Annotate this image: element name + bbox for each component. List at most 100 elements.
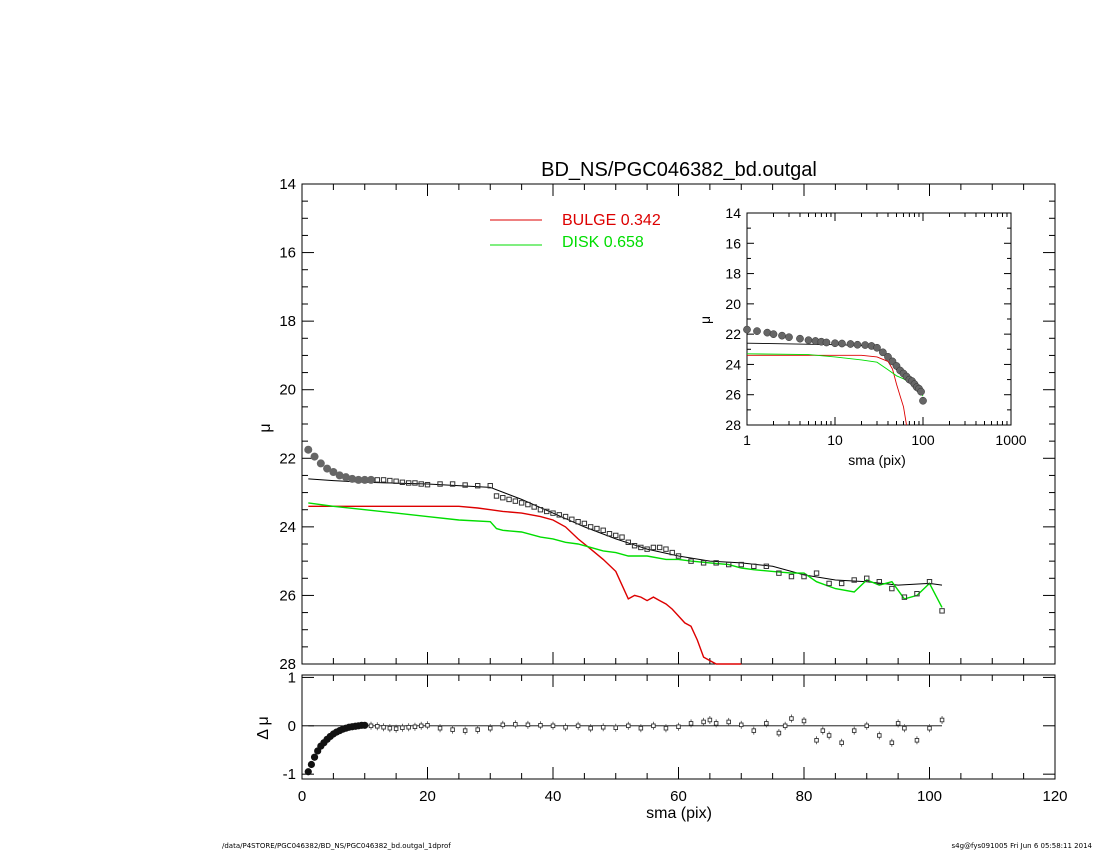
residual-point [877, 733, 882, 738]
main-y-tick-label: 16 [279, 245, 296, 262]
main-data-point [813, 570, 820, 576]
residual-point [550, 723, 556, 729]
residual-point [707, 717, 713, 723]
residual-point [613, 725, 619, 730]
residual-point [500, 722, 506, 728]
x-tick-label: 120 [1042, 788, 1067, 805]
inset-y-axis-title: μ [697, 316, 713, 324]
main-data-point [537, 507, 544, 513]
residual-point [789, 716, 794, 721]
inset-x-tick-label: 100 [911, 432, 935, 448]
inset-data-point [838, 339, 846, 348]
inset-data-point [919, 396, 927, 405]
residual-point [400, 725, 405, 730]
residual-point [776, 730, 782, 736]
residual-point [688, 721, 694, 726]
residual-point [412, 724, 418, 730]
residual-point [713, 721, 719, 726]
residual-point [739, 722, 744, 728]
residual-point [393, 726, 399, 731]
main-line-model [308, 478, 943, 586]
residual-ticks: 10-10 20 40 60 80 100 120 [283, 669, 1068, 805]
main-data-point [304, 445, 313, 454]
main-data-point [625, 539, 631, 545]
residual-point [820, 728, 826, 733]
main-data-point [335, 471, 344, 480]
residual-point [418, 723, 424, 729]
main-y-tick-label: 14 [279, 176, 296, 193]
inset-data-point [796, 334, 804, 343]
inset-y-tick-label: 26 [725, 387, 741, 403]
inset-data-point [879, 348, 887, 357]
residual-point [638, 725, 644, 731]
residual-point [304, 768, 312, 776]
legend-bulge-label: BULGE 0.342 [562, 212, 661, 229]
main-data-point [354, 475, 363, 484]
inset-data-point [873, 343, 881, 352]
inset-x-tick-label: 1000 [995, 432, 1026, 448]
main-data-point [619, 534, 625, 540]
residual-point [651, 723, 656, 729]
residual-point [437, 725, 443, 731]
main-data-point [901, 594, 908, 600]
main-data-point [380, 477, 387, 483]
residual-point [406, 724, 411, 730]
residual-point [889, 740, 895, 745]
legend-disk-label: DISK 0.658 [562, 234, 644, 251]
main-data-point [544, 508, 550, 515]
main-data-point [801, 573, 807, 580]
main-data-point [412, 480, 418, 486]
inset-y-tick-label: 14 [725, 205, 741, 221]
residual-point [387, 725, 393, 731]
main-y-tick-label: 28 [279, 656, 296, 673]
main-data-point [569, 516, 575, 523]
main-data-point [713, 560, 719, 566]
main-data-point [418, 481, 424, 487]
x-tick-label: 20 [419, 788, 436, 805]
main-ticks: 14 16 18 20 22 24 26 28 [279, 176, 1056, 673]
residual-y-tick-label: -1 [283, 766, 296, 783]
residual-y-tick-label: 1 [288, 669, 296, 686]
main-y-tick-label: 24 [279, 519, 296, 536]
footer-timestamp: s4g@fys091005 Fri Jun 6 05:58:11 2014 [951, 842, 1092, 850]
residual-point [864, 723, 870, 729]
main-data-point [348, 474, 357, 483]
residual-point [310, 753, 319, 761]
residual-point [600, 724, 606, 730]
main-data-point [926, 579, 933, 585]
inset-y-tick-label: 28 [725, 417, 741, 433]
residual-point [782, 723, 788, 729]
main-data-point [600, 527, 606, 533]
residual-point [851, 728, 857, 733]
inset-x-axis-title: sma (pix) [848, 452, 906, 468]
residual-point [751, 728, 757, 733]
main-data-point [650, 544, 657, 551]
main-data-point [437, 481, 443, 487]
residual-point [525, 722, 531, 728]
residual-panel: 10-10 20 40 60 80 100 120 Δ μ sma (pix) [255, 669, 1068, 822]
x-tick-label: 40 [545, 788, 562, 805]
main-data-point [525, 501, 531, 508]
main-data-point [449, 481, 456, 487]
residual-point [927, 725, 932, 731]
main-data-point [631, 543, 638, 549]
main-data-point [512, 498, 519, 504]
residual-point [626, 723, 631, 729]
inset-plot-frame [746, 212, 1012, 426]
inset-data-point [769, 330, 778, 338]
x-tick-label: 60 [670, 788, 687, 805]
residual-point [513, 722, 518, 727]
inset-x-tick-label: 10 [827, 432, 843, 448]
residual-point [801, 718, 807, 724]
residual-point [575, 723, 581, 729]
main-data-point [669, 549, 675, 556]
main-data-point [851, 577, 857, 583]
residual-point [676, 724, 681, 730]
main-data-point [638, 544, 644, 551]
main-data-point [939, 608, 945, 614]
inset-data-point [743, 325, 751, 334]
main-data-point [876, 579, 882, 585]
residual-point [764, 721, 769, 726]
main-data-point [914, 591, 920, 597]
residual-point [475, 727, 480, 732]
